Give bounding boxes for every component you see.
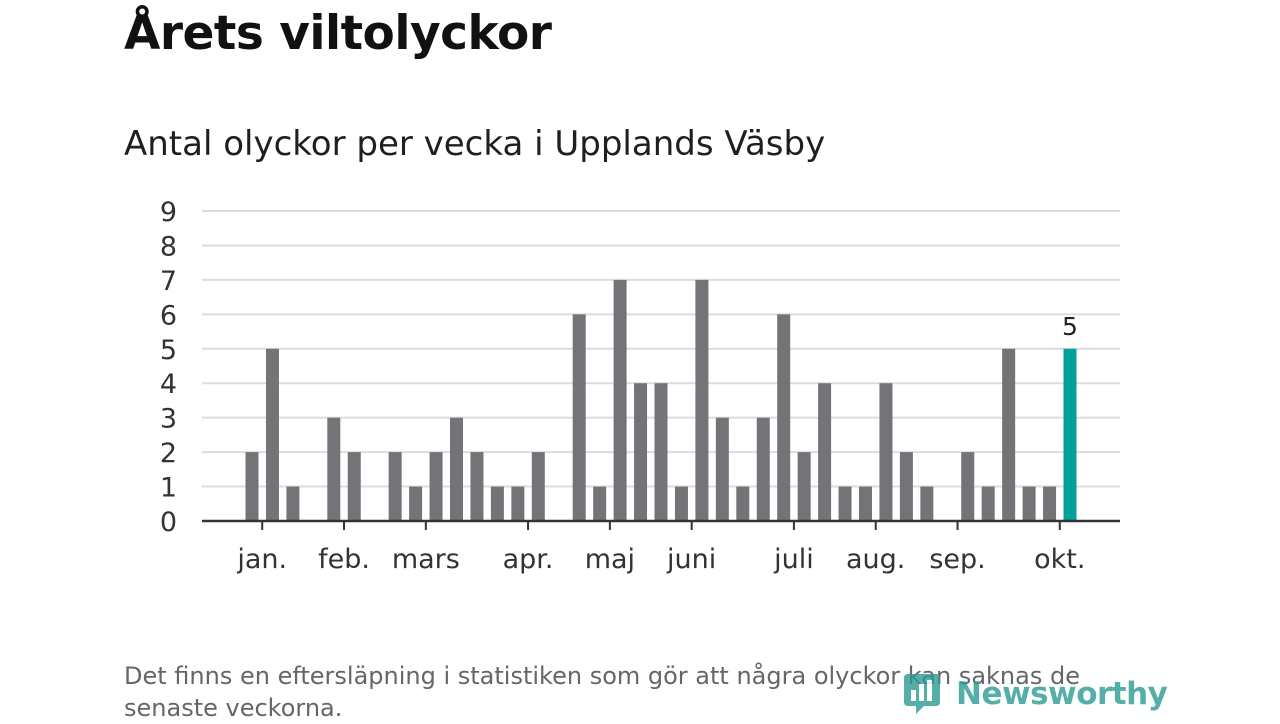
x-month-label: apr.: [503, 544, 554, 575]
annotations: 5: [1062, 312, 1078, 341]
chart-title: Årets viltolyckor: [124, 6, 552, 61]
bar: [777, 314, 791, 521]
x-month-label: okt.: [1034, 544, 1085, 575]
y-tick-label: 7: [160, 266, 177, 297]
y-tick-label: 9: [160, 197, 177, 228]
x-month-label: juli: [773, 544, 814, 575]
bar: [715, 417, 729, 521]
y-tick-label: 0: [160, 507, 177, 538]
bar: [265, 348, 279, 521]
bar: [409, 486, 423, 521]
y-tick-label: 4: [160, 369, 177, 400]
bar: [1043, 486, 1057, 521]
bar: [797, 452, 811, 521]
bar: [327, 417, 341, 521]
bar: [674, 486, 688, 521]
x-month-label: aug.: [846, 544, 905, 575]
bar: [490, 486, 504, 521]
bar: [634, 383, 648, 521]
bar: [859, 486, 872, 521]
bars: [245, 279, 1077, 521]
y-tick-label: 1: [160, 473, 177, 504]
highlight-value-label: 5: [1062, 312, 1078, 341]
bar: [572, 314, 586, 521]
x-month-label: mars: [392, 544, 460, 575]
bar: [286, 486, 300, 521]
y-tick-label: 2: [160, 438, 177, 469]
bar: [695, 279, 709, 521]
bar: [429, 452, 443, 521]
bar: [613, 279, 627, 521]
x-month-label: maj: [585, 544, 635, 575]
y-axis-tick-labels: 01 23 45 67 89: [160, 197, 177, 538]
x-month-label: juni: [666, 544, 716, 575]
bar: [245, 452, 259, 521]
logo-text: Newsworthy: [956, 676, 1168, 712]
y-tick-label: 6: [160, 300, 177, 331]
bar: [920, 486, 934, 521]
x-month-label: jan.: [236, 544, 287, 575]
x-month-label: sep.: [929, 544, 985, 575]
bar: [981, 486, 995, 521]
bar: [347, 452, 361, 521]
bar: [899, 452, 913, 521]
bar: [736, 486, 750, 521]
newsworthy-bar-chart-icon: [904, 674, 940, 714]
x-axis: [202, 519, 1120, 530]
y-tick-label: 8: [160, 231, 177, 262]
y-tick-label: 5: [160, 335, 177, 366]
bar: [1002, 348, 1016, 521]
bar: [593, 486, 607, 521]
bar: [450, 417, 463, 521]
bar: [961, 452, 975, 521]
x-month-label: feb.: [318, 544, 370, 575]
bar: [470, 452, 484, 521]
bar: [531, 452, 545, 521]
bar: [654, 383, 668, 521]
bar-highlight: [1063, 348, 1077, 521]
newsworthy-logo: Newsworthy: [902, 670, 1168, 718]
bar: [818, 383, 832, 521]
y-tick-label: 3: [160, 404, 177, 435]
bar: [879, 383, 893, 521]
bar: [1022, 486, 1036, 521]
chart-subtitle: Antal olyckor per vecka i Upplands Väsby: [124, 124, 826, 164]
bar: [838, 486, 852, 521]
bar: [388, 452, 402, 521]
x-axis-month-labels: jan. feb. mars apr. maj juni juli aug. sep. okt.: [236, 544, 1085, 575]
bar: [511, 486, 525, 521]
bar: [756, 417, 770, 521]
